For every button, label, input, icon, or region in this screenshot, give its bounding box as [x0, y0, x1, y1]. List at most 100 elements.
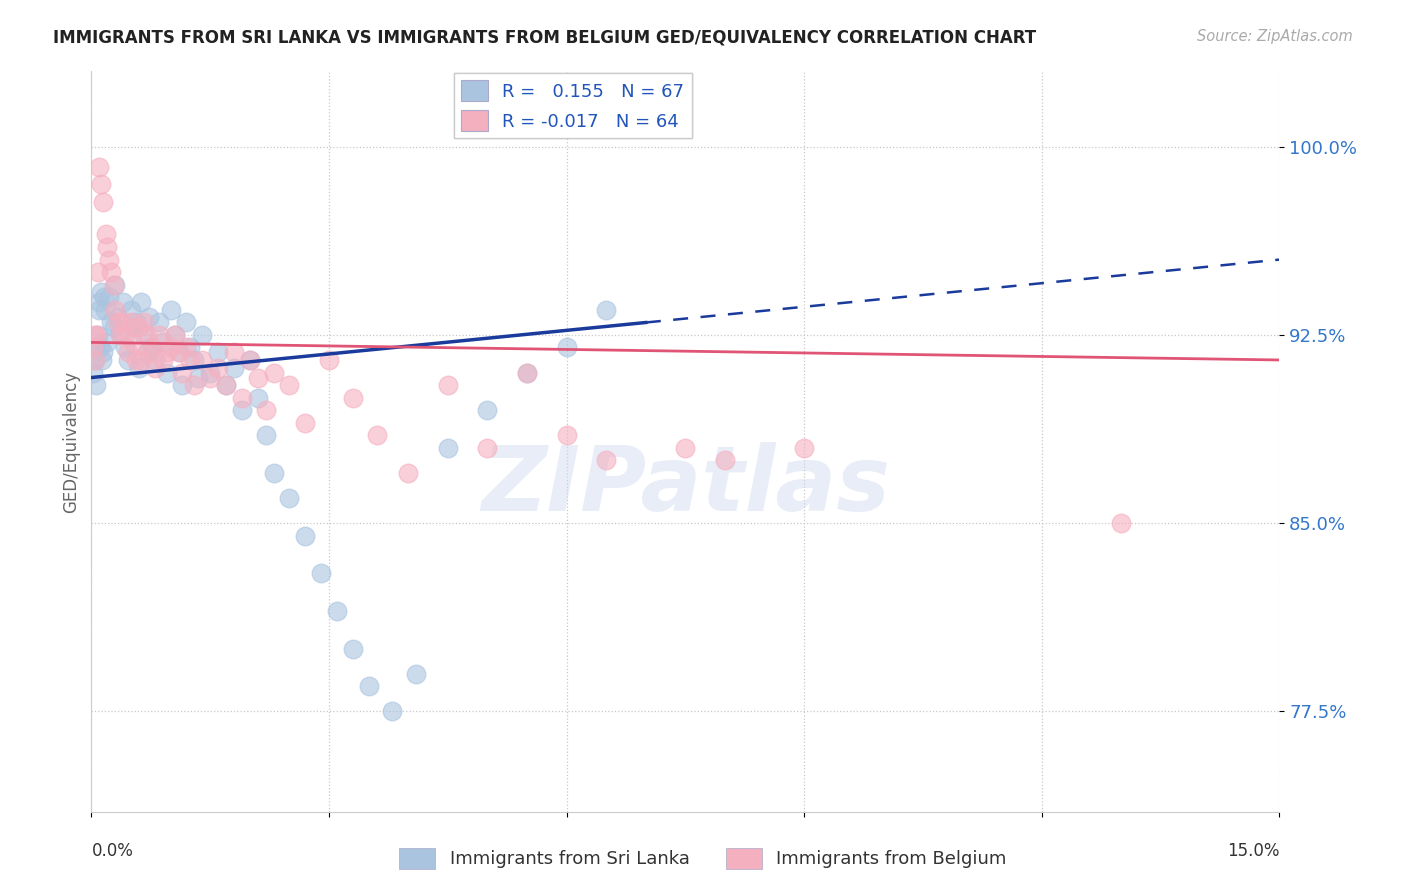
Text: ZIPatlas: ZIPatlas: [481, 442, 890, 530]
Point: [191, 353, 214, 368]
Point: [246, 391, 269, 405]
Point: [100, 315, 122, 329]
Point: [134, 315, 156, 329]
Point: [326, 604, 349, 618]
Point: [309, 566, 332, 581]
Point: [114, 340, 136, 354]
Point: [91, 345, 114, 359]
Point: [141, 340, 163, 354]
Point: [141, 340, 163, 354]
Point: [436, 441, 458, 455]
Point: [84, 327, 107, 342]
Point: [318, 353, 340, 368]
Point: [198, 370, 221, 384]
Point: [84, 353, 107, 368]
Point: [143, 353, 166, 368]
Point: [222, 345, 245, 359]
Point: [138, 310, 160, 325]
Point: [673, 441, 696, 455]
Point: [396, 466, 419, 480]
Point: [117, 345, 139, 359]
Point: [94, 302, 117, 317]
Point: [114, 327, 136, 342]
Point: [91, 194, 114, 209]
Point: [183, 378, 205, 392]
Point: [152, 335, 174, 350]
Point: [215, 378, 238, 392]
Point: [100, 265, 122, 279]
Point: [231, 403, 253, 417]
Point: [148, 327, 170, 342]
Point: [555, 340, 578, 354]
Point: [87, 265, 110, 279]
Point: [84, 378, 107, 392]
Point: [191, 327, 214, 342]
Point: [179, 353, 201, 368]
Point: [129, 295, 152, 310]
Y-axis label: GED/Equivalency: GED/Equivalency: [62, 370, 80, 513]
Point: [239, 353, 262, 368]
Point: [107, 315, 129, 329]
Point: [595, 302, 617, 317]
Point: [595, 453, 617, 467]
Point: [90, 353, 112, 368]
Point: [122, 320, 145, 334]
Point: [143, 360, 166, 375]
Point: [222, 360, 245, 375]
Point: [90, 178, 112, 192]
Text: IMMIGRANTS FROM SRI LANKA VS IMMIGRANTS FROM BELGIUM GED/EQUIVALENCY CORRELATION: IMMIGRANTS FROM SRI LANKA VS IMMIGRANTS …: [53, 29, 1036, 46]
Point: [187, 370, 209, 384]
Point: [117, 353, 139, 368]
Point: [172, 366, 194, 380]
Point: [156, 345, 179, 359]
Point: [207, 360, 229, 375]
Point: [172, 378, 194, 392]
Point: [163, 327, 186, 342]
Point: [120, 315, 142, 329]
Point: [90, 285, 112, 300]
Point: [163, 327, 186, 342]
Point: [381, 704, 404, 718]
Point: [231, 391, 253, 405]
Point: [135, 327, 157, 342]
Point: [198, 366, 221, 380]
Point: [477, 403, 499, 417]
Point: [167, 345, 190, 359]
Point: [107, 310, 129, 325]
Point: [104, 277, 127, 292]
Point: [93, 290, 115, 304]
Point: [103, 320, 125, 334]
Point: [156, 366, 179, 380]
Point: [516, 366, 538, 380]
Point: [82, 340, 104, 354]
Point: [207, 345, 229, 359]
Text: 15.0%: 15.0%: [1227, 842, 1279, 860]
Point: [239, 353, 262, 368]
Point: [342, 641, 364, 656]
Point: [405, 666, 427, 681]
Point: [366, 428, 388, 442]
Point: [714, 453, 737, 467]
Point: [254, 403, 277, 417]
Point: [436, 378, 458, 392]
Point: [135, 345, 157, 359]
Point: [294, 529, 316, 543]
Point: [128, 320, 150, 334]
Point: [278, 491, 301, 505]
Point: [134, 327, 156, 342]
Point: [254, 428, 277, 442]
Point: [128, 360, 150, 375]
Point: [122, 335, 145, 350]
Point: [183, 353, 205, 368]
Point: [1109, 516, 1132, 530]
Point: [104, 302, 127, 317]
Point: [83, 353, 105, 368]
Point: [94, 227, 117, 242]
Text: Source: ZipAtlas.com: Source: ZipAtlas.com: [1197, 29, 1353, 44]
Point: [82, 366, 104, 380]
Point: [152, 353, 174, 368]
Point: [179, 340, 201, 354]
Point: [87, 327, 110, 342]
Point: [87, 302, 110, 317]
Point: [278, 378, 301, 392]
